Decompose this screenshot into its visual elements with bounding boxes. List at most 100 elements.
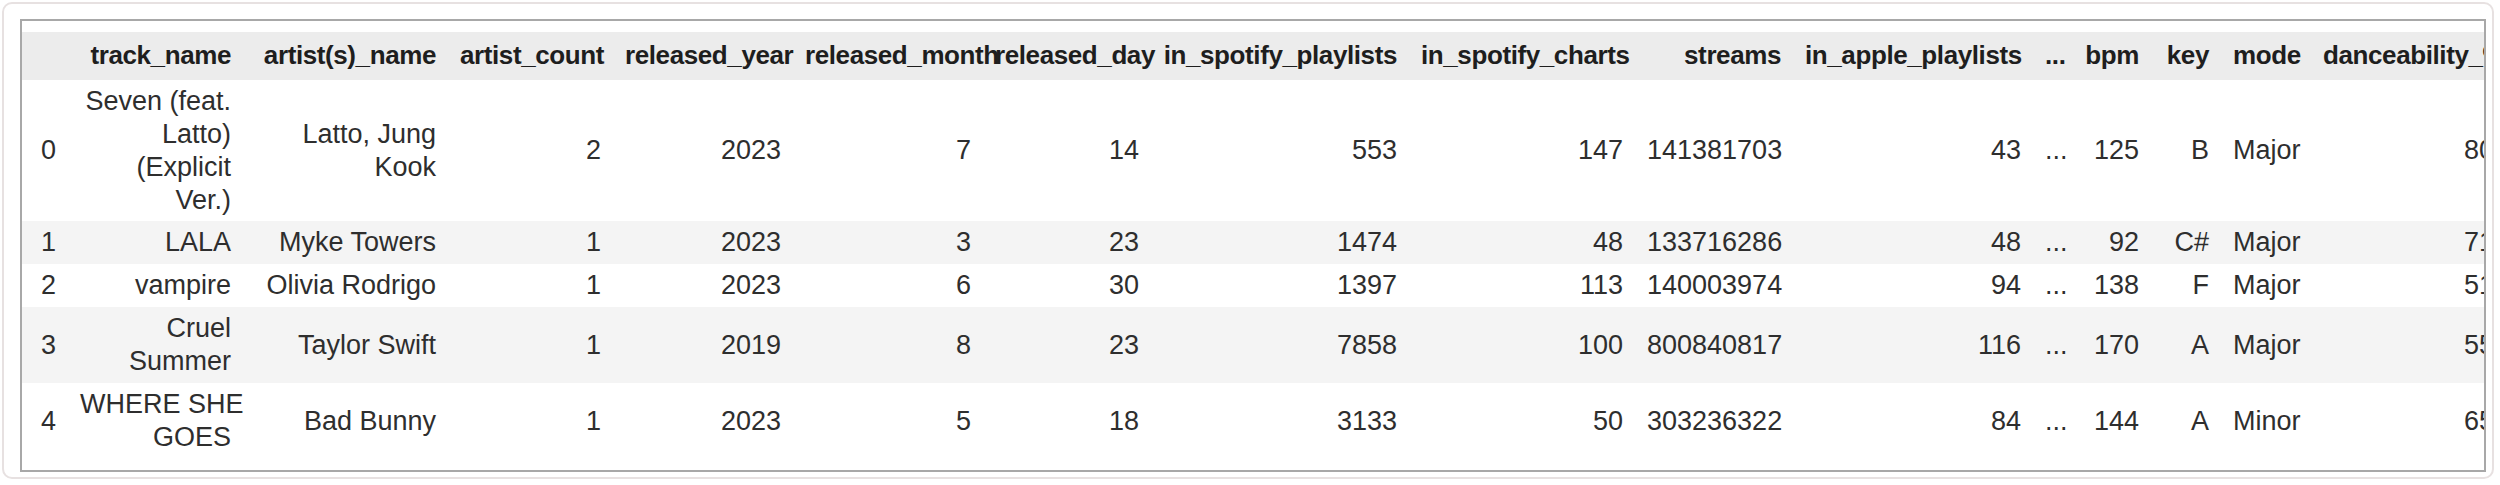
cell: LALA [68, 221, 243, 264]
cell: 48 [1793, 221, 2033, 264]
dataframe-table: track_nameartist(s)_nameartist_countrele… [22, 32, 2486, 459]
cell: 133716286 [1635, 221, 1793, 264]
cell: 92 [2073, 221, 2151, 264]
cell: 18 [983, 383, 1151, 459]
output-container-frame: track_nameartist(s)_nameartist_countrele… [2, 2, 2494, 479]
cell: Bad Bunny [243, 383, 448, 459]
column-header: artist(s)_name [243, 32, 448, 80]
dataframe-header: track_nameartist(s)_nameartist_countrele… [22, 32, 2486, 80]
cell: 303236322 [1635, 383, 1793, 459]
cell: 50 [1409, 383, 1635, 459]
cell: 23 [983, 221, 1151, 264]
cell: 2 [448, 80, 613, 222]
cell: 1 [448, 221, 613, 264]
cell: 30 [983, 264, 1151, 307]
cell: ... [2033, 307, 2073, 383]
cell: 5 [793, 383, 983, 459]
notebook-output-area: track_nameartist(s)_nameartist_countrele… [0, 0, 2500, 485]
row-index: 1 [22, 221, 68, 264]
dataframe-scroll-container[interactable]: track_nameartist(s)_nameartist_countrele… [20, 19, 2486, 472]
column-header: in_spotify_playlists [1151, 32, 1409, 80]
cell: 553 [1151, 80, 1409, 222]
cell: 100 [1409, 307, 1635, 383]
cell: vampire [68, 264, 243, 307]
cell: 43 [1793, 80, 2033, 222]
row-index: 4 [22, 383, 68, 459]
table-row: 4WHERE SHE GOESBad Bunny1202351831335030… [22, 383, 2486, 459]
cell: 7 [793, 80, 983, 222]
cell: A [2151, 307, 2221, 383]
cell: 141381703 [1635, 80, 1793, 222]
cell: 2023 [613, 221, 793, 264]
cell: 71 [2311, 221, 2486, 264]
cell: 3 [793, 221, 983, 264]
cell: 2023 [613, 383, 793, 459]
column-header: bpm [2073, 32, 2151, 80]
cell: 84 [1793, 383, 2033, 459]
row-index: 3 [22, 307, 68, 383]
cell: ... [2033, 264, 2073, 307]
cell: 1 [448, 307, 613, 383]
cell: Major [2221, 80, 2311, 222]
column-header: released_day [983, 32, 1151, 80]
row-index: 0 [22, 80, 68, 222]
cell: Olivia Rodrigo [243, 264, 448, 307]
cell: 2019 [613, 307, 793, 383]
cell: ... [2033, 80, 2073, 222]
cell: 1397 [1151, 264, 1409, 307]
cell: ... [2033, 221, 2073, 264]
column-header: key [2151, 32, 2221, 80]
cell: Cruel Summer [68, 307, 243, 383]
cell: A [2151, 383, 2221, 459]
cell: 48 [1409, 221, 1635, 264]
table-row: 3Cruel SummerTaylor Swift120198237858100… [22, 307, 2486, 383]
column-header: artist_count [448, 32, 613, 80]
cell: 1 [448, 383, 613, 459]
cell: 14 [983, 80, 1151, 222]
header-row: track_nameartist(s)_nameartist_countrele… [22, 32, 2486, 80]
column-header: danceability_% [2311, 32, 2486, 80]
cell: 3133 [1151, 383, 1409, 459]
cell: WHERE SHE GOES [68, 383, 243, 459]
cell: 113 [1409, 264, 1635, 307]
cell: Myke Towers [243, 221, 448, 264]
table-row: 1LALAMyke Towers120233231474481337162864… [22, 221, 2486, 264]
cell: 125 [2073, 80, 2151, 222]
cell: C# [2151, 221, 2221, 264]
cell: 140003974 [1635, 264, 1793, 307]
cell: 80 [2311, 80, 2486, 222]
cell: 65 [2311, 383, 2486, 459]
column-header: mode [2221, 32, 2311, 80]
column-header: track_name [68, 32, 243, 80]
column-header: streams [1635, 32, 1793, 80]
column-header: ... [2033, 32, 2073, 80]
cell: 55 [2311, 307, 2486, 383]
cell: ... [2033, 383, 2073, 459]
cell: B [2151, 80, 2221, 222]
cell: 800840817 [1635, 307, 1793, 383]
cell: 147 [1409, 80, 1635, 222]
cell: 2023 [613, 80, 793, 222]
table-row: 2vampireOlivia Rodrigo120236301397113140… [22, 264, 2486, 307]
column-header: in_spotify_charts [1409, 32, 1635, 80]
cell: 51 [2311, 264, 2486, 307]
cell: Major [2221, 221, 2311, 264]
row-index: 2 [22, 264, 68, 307]
cell: 7858 [1151, 307, 1409, 383]
cell: Taylor Swift [243, 307, 448, 383]
cell: 6 [793, 264, 983, 307]
cell: 2023 [613, 264, 793, 307]
cell: 170 [2073, 307, 2151, 383]
cell: Major [2221, 264, 2311, 307]
cell: 1 [448, 264, 613, 307]
cell: 138 [2073, 264, 2151, 307]
table-row: 0Seven (feat. Latto) (Explicit Ver.)Latt… [22, 80, 2486, 222]
cell: Minor [2221, 383, 2311, 459]
column-header: in_apple_playlists [1793, 32, 2033, 80]
cell: 8 [793, 307, 983, 383]
cell: F [2151, 264, 2221, 307]
cell: Seven (feat. Latto) (Explicit Ver.) [68, 80, 243, 222]
index-column-header [22, 32, 68, 80]
cell: Latto, Jung Kook [243, 80, 448, 222]
column-header: released_year [613, 32, 793, 80]
